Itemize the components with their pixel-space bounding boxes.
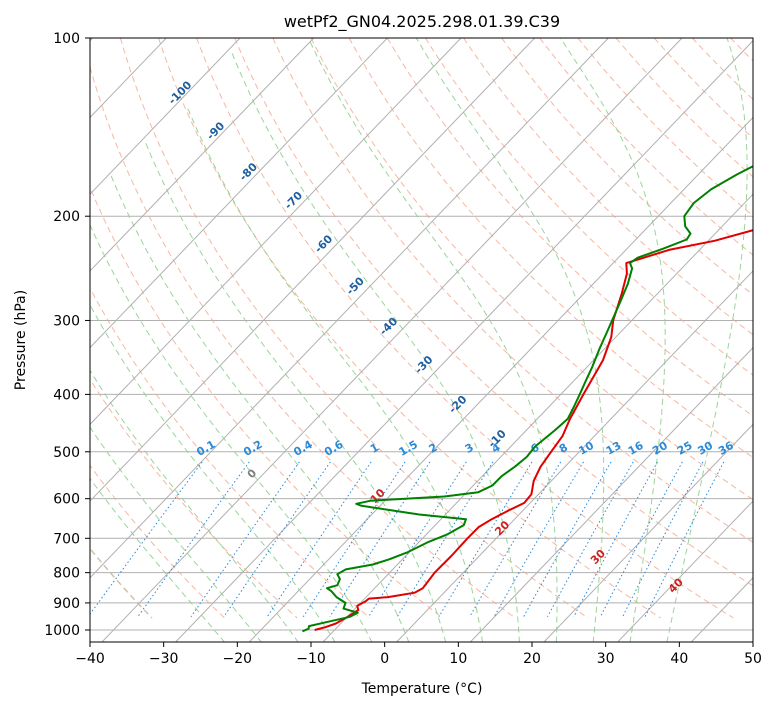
x-tick-label: −10 <box>296 651 326 667</box>
y-tick-label: 900 <box>53 596 80 612</box>
y-tick-label: 700 <box>53 531 80 547</box>
x-axis-label: Temperature (°C) <box>361 681 483 697</box>
y-tick-label: 100 <box>53 31 80 47</box>
x-tick-label: 30 <box>597 651 615 667</box>
y-tick-label: 1000 <box>44 623 80 639</box>
x-tick-label: 0 <box>380 651 389 667</box>
y-tick-label: 300 <box>53 313 80 329</box>
x-tick-label: −20 <box>223 651 253 667</box>
x-tick-label: 10 <box>449 651 467 667</box>
x-tick-label: 50 <box>744 651 762 667</box>
x-tick-label: 40 <box>670 651 688 667</box>
y-tick-label: 200 <box>53 209 80 225</box>
y-tick-label: 800 <box>53 566 80 582</box>
x-tick-label: −40 <box>75 651 105 667</box>
x-tick-label: −30 <box>149 651 179 667</box>
chart-title: wetPf2_GN04.2025.298.01.39.C39 <box>284 12 560 32</box>
y-tick-label: 500 <box>53 445 80 461</box>
y-axis-label: Pressure (hPa) <box>13 290 29 390</box>
y-tick-label: 400 <box>53 387 80 403</box>
y-tick-label: 600 <box>53 492 80 508</box>
x-tick-label: 20 <box>523 651 541 667</box>
